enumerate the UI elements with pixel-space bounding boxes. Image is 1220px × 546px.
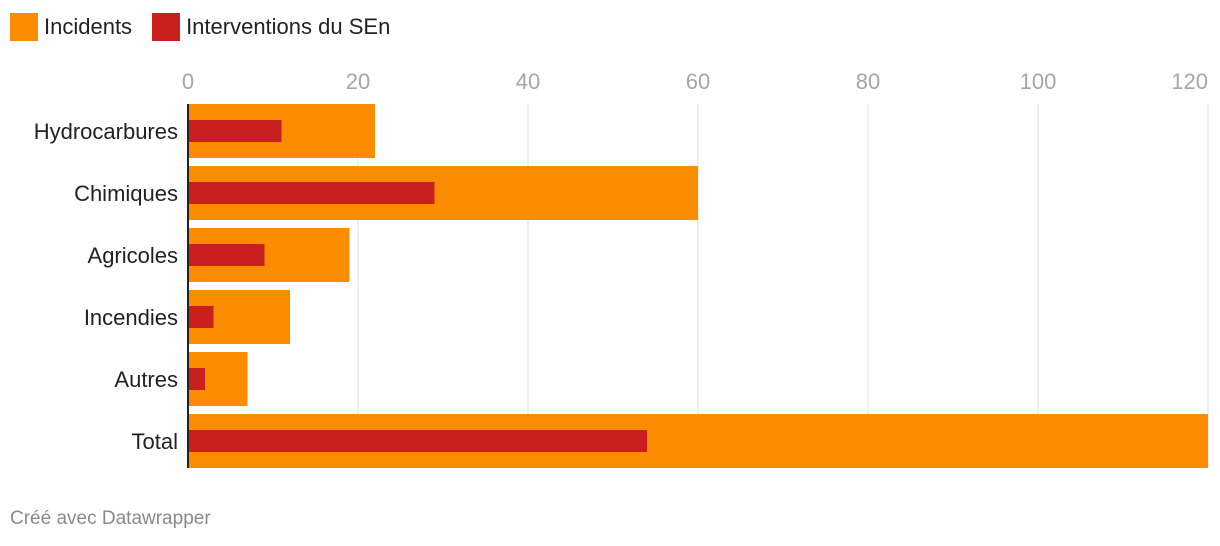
x-tick-label: 100 xyxy=(1020,69,1057,94)
x-tick-label: 120 xyxy=(1171,69,1208,94)
bar-interventions xyxy=(188,430,647,452)
x-tick-label: 20 xyxy=(346,69,370,94)
bar-interventions xyxy=(188,244,265,266)
legend-swatch-incidents xyxy=(10,13,38,41)
category-label: Agricoles xyxy=(88,243,178,268)
bar-interventions xyxy=(188,306,214,328)
chart-legend: Incidents Interventions du SEn xyxy=(10,12,410,42)
legend-label-interventions: Interventions du SEn xyxy=(186,14,391,39)
x-tick-label: 80 xyxy=(856,69,880,94)
footer-credit: Créé avec Datawrapper xyxy=(10,508,211,529)
bar-interventions xyxy=(188,182,435,204)
x-tick-label: 40 xyxy=(516,69,540,94)
legend-item-incidents: Incidents xyxy=(10,13,132,41)
bar-chart: 0 20 40 60 80 100 120 Hydrocarbures Chimiques Agr… xyxy=(34,69,1209,468)
legend-item-interventions: Interventions du SEn xyxy=(152,13,390,41)
legend-swatch-interventions xyxy=(152,13,181,41)
x-tick-label: 0 xyxy=(182,69,194,94)
x-tick-label: 60 xyxy=(686,69,710,94)
category-label: Chimiques xyxy=(74,181,178,206)
category-label: Total xyxy=(132,429,178,454)
bar-interventions xyxy=(188,120,282,142)
bar-interventions xyxy=(188,368,205,390)
category-label: Hydrocarbures xyxy=(34,119,178,144)
category-label: Autres xyxy=(114,367,178,392)
legend-label-incidents: Incidents xyxy=(44,14,133,39)
category-label: Incendies xyxy=(84,305,178,330)
